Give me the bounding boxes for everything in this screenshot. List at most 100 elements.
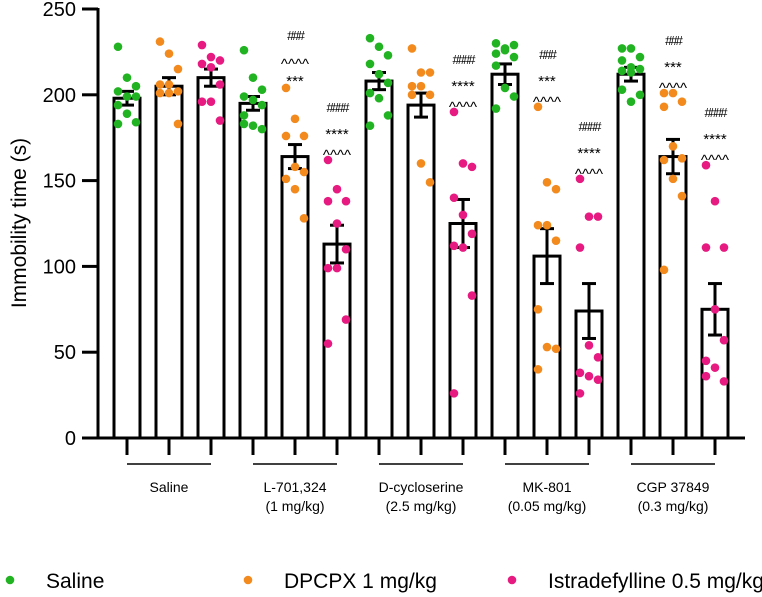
data-point [290, 114, 300, 124]
data-point [299, 131, 309, 141]
bar [490, 72, 520, 440]
data-point [155, 80, 165, 89]
data-point [239, 92, 249, 101]
data-point [626, 44, 636, 53]
bar [658, 155, 688, 440]
significance-annotation: **** [325, 126, 349, 143]
data-point [491, 49, 501, 58]
data-point [701, 356, 711, 366]
data-point [299, 167, 309, 177]
y-tick-label: 50 [54, 342, 76, 364]
data-point [491, 39, 501, 48]
bar [406, 103, 436, 440]
data-point [575, 389, 585, 398]
data-point [341, 315, 351, 324]
data-point [290, 162, 300, 172]
data-point [197, 40, 207, 50]
data-point [617, 66, 627, 76]
data-point [584, 341, 594, 350]
data-point [365, 121, 375, 130]
data-point [407, 44, 417, 53]
data-point [551, 344, 561, 354]
data-point [449, 389, 459, 398]
data-point [659, 88, 669, 98]
data-point [551, 184, 561, 194]
data-point [113, 42, 123, 52]
data-point [206, 63, 216, 72]
group-label: (0.3 mg/kg) [638, 498, 709, 514]
significance-annotation: **** [703, 131, 727, 148]
data-point [173, 64, 183, 74]
significance-annotation: ### [665, 33, 683, 48]
group-label: MK-801 [522, 479, 571, 495]
data-point [449, 107, 459, 117]
data-point [593, 375, 603, 384]
significance-annotation: ^^^^ [281, 56, 309, 73]
data-point [701, 243, 711, 252]
bar [616, 72, 646, 440]
data-point [710, 305, 720, 314]
data-point [584, 371, 594, 381]
significance-annotation: *** [664, 59, 682, 76]
group-label: Saline [150, 479, 189, 495]
y-tick-label: 200 [43, 85, 76, 107]
significance-annotation: ^^^^ [659, 80, 687, 97]
data-point [239, 45, 249, 55]
data-point [710, 196, 720, 206]
data-point [458, 159, 468, 168]
bar [280, 155, 310, 440]
data-point [290, 184, 300, 194]
data-point [491, 61, 501, 70]
data-point [626, 97, 636, 106]
data-point [164, 49, 174, 58]
data-point [659, 265, 669, 275]
data-point [668, 88, 678, 98]
legend-label: DPCPX 1 mg/kg [284, 570, 437, 593]
data-point [206, 97, 216, 106]
bar [364, 79, 394, 440]
y-tick-label: 0 [65, 428, 76, 450]
data-point [173, 87, 183, 96]
significance-annotation: ^^^^ [575, 166, 603, 183]
data-point [131, 117, 141, 127]
data-point [719, 377, 729, 386]
significance-annotation: ^^^^ [449, 99, 477, 116]
data-point [533, 365, 543, 374]
data-point [575, 243, 585, 252]
data-point [542, 342, 552, 352]
data-point [617, 56, 627, 65]
data-point [416, 81, 426, 91]
data-point [449, 193, 459, 203]
data-point [533, 220, 543, 230]
data-point [299, 214, 309, 223]
data-point [677, 153, 687, 163]
data-point [533, 102, 543, 112]
data-point [281, 83, 291, 93]
data-point [257, 85, 267, 94]
data-point [617, 85, 627, 94]
data-point [458, 210, 468, 220]
bar [448, 222, 478, 440]
data-point [122, 73, 132, 82]
significance-annotation: ### [539, 47, 557, 62]
data-point [374, 42, 384, 52]
data-point [113, 87, 123, 96]
data-point [425, 68, 435, 77]
data-point [374, 69, 384, 79]
data-point [383, 78, 393, 88]
group-label: (0.05 mg/kg) [508, 498, 587, 514]
data-point [533, 305, 543, 314]
significance-annotation: #### [327, 100, 351, 115]
data-point [509, 40, 519, 50]
data-point [131, 81, 141, 91]
significance-annotation: *** [286, 73, 304, 90]
data-point [257, 124, 267, 134]
data-point [365, 59, 375, 69]
data-point [500, 83, 510, 93]
data-point [131, 92, 141, 101]
data-point [575, 368, 585, 378]
data-point [365, 33, 375, 43]
data-point [425, 178, 435, 187]
data-point [542, 178, 552, 187]
